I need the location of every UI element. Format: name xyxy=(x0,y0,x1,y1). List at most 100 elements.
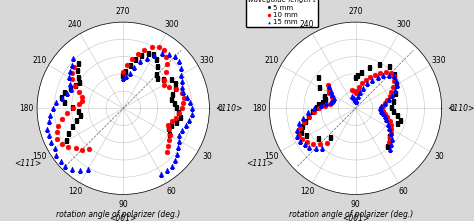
10 mm xyxy=(304,140,311,144)
15 mm xyxy=(183,95,191,99)
15 mm xyxy=(58,96,66,99)
Text: rotation angle of polarizer (deg.): rotation angle of polarizer (deg.) xyxy=(289,210,413,219)
5 mm xyxy=(393,83,401,86)
5 mm xyxy=(319,101,327,104)
10 mm xyxy=(348,88,356,91)
10 mm xyxy=(379,104,387,108)
15 mm xyxy=(293,134,301,137)
5 mm xyxy=(392,92,400,95)
10 mm xyxy=(155,45,163,49)
5 mm xyxy=(390,100,398,103)
15 mm xyxy=(374,75,382,78)
10 mm xyxy=(386,119,393,122)
5 mm xyxy=(305,115,313,118)
15 mm xyxy=(173,152,181,156)
15 mm xyxy=(182,123,190,127)
10 mm xyxy=(376,71,384,75)
10 mm xyxy=(55,124,62,128)
5 mm xyxy=(61,91,69,94)
5 mm xyxy=(388,127,395,131)
15 mm xyxy=(62,164,69,168)
10 mm xyxy=(128,57,136,61)
10 mm xyxy=(371,73,379,76)
15 mm xyxy=(392,78,400,81)
10 mm xyxy=(78,148,86,152)
5 mm xyxy=(313,107,320,110)
15 mm xyxy=(353,98,360,101)
10 mm xyxy=(58,117,66,121)
5 mm xyxy=(119,74,127,77)
5 mm xyxy=(377,63,384,67)
15 mm xyxy=(178,85,185,89)
15 mm xyxy=(70,57,77,60)
Text: 0: 0 xyxy=(218,104,222,113)
Text: 30: 30 xyxy=(434,152,444,161)
10 mm xyxy=(352,91,359,95)
15 mm xyxy=(327,100,334,103)
15 mm xyxy=(178,128,185,131)
10 mm xyxy=(160,49,168,52)
5 mm xyxy=(386,66,393,69)
15 mm xyxy=(46,113,54,116)
15 mm xyxy=(359,86,367,90)
10 mm xyxy=(165,128,173,131)
5 mm xyxy=(299,131,306,135)
5 mm xyxy=(138,54,146,57)
10 mm xyxy=(382,70,390,74)
5 mm xyxy=(65,132,73,135)
Text: 240: 240 xyxy=(68,20,82,29)
15 mm xyxy=(305,145,313,149)
5 mm xyxy=(171,102,179,106)
10 mm xyxy=(383,115,391,118)
10 mm xyxy=(85,147,93,151)
10 mm xyxy=(324,83,331,87)
10 mm xyxy=(75,90,82,94)
10 mm xyxy=(322,104,329,107)
15 mm xyxy=(388,137,396,141)
5 mm xyxy=(64,139,71,142)
10 mm xyxy=(316,142,324,145)
15 mm xyxy=(377,104,385,108)
10 mm xyxy=(328,100,336,104)
15 mm xyxy=(157,172,165,176)
15 mm xyxy=(165,52,173,56)
10 mm xyxy=(316,107,323,110)
10 mm xyxy=(309,143,316,146)
15 mm xyxy=(296,139,303,142)
15 mm xyxy=(47,140,55,144)
10 mm xyxy=(379,109,387,112)
10 mm xyxy=(300,120,308,124)
15 mm xyxy=(66,76,73,79)
Text: 270: 270 xyxy=(116,7,130,16)
10 mm xyxy=(53,131,61,134)
Text: 120: 120 xyxy=(68,187,82,196)
10 mm xyxy=(295,133,303,136)
10 mm xyxy=(388,127,395,131)
15 mm xyxy=(137,59,144,63)
5 mm xyxy=(316,86,323,89)
15 mm xyxy=(348,94,356,97)
15 mm xyxy=(352,100,359,103)
15 mm xyxy=(354,94,362,97)
5 mm xyxy=(303,135,311,138)
15 mm xyxy=(171,55,179,58)
5 mm xyxy=(168,78,175,82)
10 mm xyxy=(325,88,332,91)
5 mm xyxy=(154,78,161,81)
15 mm xyxy=(381,114,388,118)
5 mm xyxy=(166,133,173,137)
5 mm xyxy=(67,87,74,91)
15 mm xyxy=(131,65,138,69)
15 mm xyxy=(387,131,394,135)
Text: 180: 180 xyxy=(19,104,34,113)
10 mm xyxy=(181,96,188,99)
15 mm xyxy=(45,120,52,123)
10 mm xyxy=(71,84,79,88)
10 mm xyxy=(387,131,394,135)
Text: <001>: <001> xyxy=(109,214,137,221)
5 mm xyxy=(127,64,135,68)
10 mm xyxy=(172,116,180,119)
5 mm xyxy=(70,107,77,110)
15 mm xyxy=(379,74,387,77)
15 mm xyxy=(66,69,74,73)
